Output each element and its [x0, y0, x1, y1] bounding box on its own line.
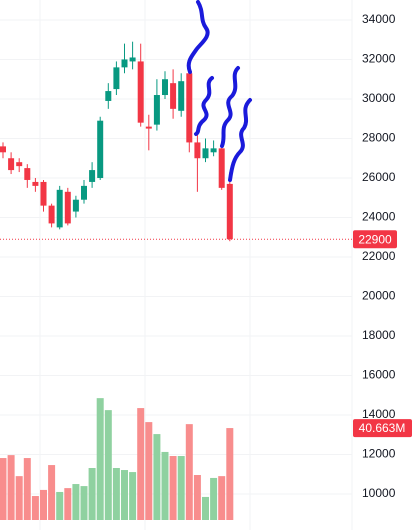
candle-body [162, 79, 168, 96]
volume-label-box [353, 419, 412, 438]
candle-body [170, 83, 177, 109]
y-tick-label: 30000 [362, 91, 396, 105]
volume-bar [121, 470, 128, 520]
volume-bar [153, 434, 161, 520]
candle-body [226, 183, 233, 240]
candle-body [113, 67, 120, 90]
y-tick-label: 32000 [362, 52, 396, 66]
scribble [194, 76, 214, 136]
y-tick-label: 26000 [362, 170, 396, 184]
time-grid [39, 0, 353, 530]
volume-bar [48, 465, 56, 520]
candle-body [202, 148, 209, 159]
volume-bar [161, 451, 169, 520]
volume-bar [129, 472, 137, 520]
candle-body [178, 81, 185, 111]
volume-bar [56, 491, 64, 520]
volume-bar [64, 488, 72, 520]
volume-bar [145, 422, 153, 520]
candle-body [56, 189, 63, 228]
scribble [228, 98, 252, 182]
candle-body [81, 185, 87, 200]
last-price-box [353, 230, 397, 249]
candle-body [8, 158, 15, 171]
scribble [220, 66, 240, 148]
y-tick-label: 12000 [362, 447, 396, 461]
scribbles [186, 0, 252, 182]
candle-body [210, 148, 217, 153]
y-tick-label: 14000 [362, 407, 396, 421]
y-tick-label: 20000 [362, 289, 396, 303]
volume-bar [185, 424, 193, 520]
candle-body [153, 95, 160, 125]
candle-body [48, 205, 55, 224]
candle-body [97, 120, 104, 178]
volume-bar [31, 496, 39, 520]
candle-body [186, 73, 193, 143]
volume-bar [0, 458, 7, 520]
volume-bar [15, 476, 23, 520]
y-tick-label: 28000 [362, 131, 396, 145]
volume-bar [193, 475, 201, 520]
candle-body [105, 91, 112, 101]
volume-bar [226, 428, 234, 520]
volume-bar [72, 484, 80, 520]
y-tick-label: 24000 [362, 210, 396, 224]
candle-body [137, 61, 144, 123]
y-tick-label: 18000 [362, 328, 396, 342]
y-tick-label: 34000 [362, 12, 396, 26]
last-price-label: 22900 [358, 232, 392, 246]
volume-bar [7, 455, 15, 520]
y-tick-label: 22000 [362, 249, 396, 263]
candle-body [218, 148, 225, 188]
candle-body [24, 168, 31, 180]
candle-body [0, 146, 6, 153]
candle-body [40, 181, 47, 206]
scribble [186, 0, 210, 74]
volume-bar [169, 456, 177, 520]
candle-body [121, 59, 128, 68]
volume-label: 40.663M [359, 421, 406, 435]
volume-bar [88, 468, 96, 520]
candle-body [129, 57, 136, 62]
candle-body [16, 162, 23, 167]
candle-body [64, 191, 71, 224]
y-tick-label: 10000 [362, 486, 396, 500]
volume-bar [112, 468, 120, 520]
volume-bar [177, 456, 185, 520]
candle-body [72, 199, 79, 212]
volume-bar [40, 489, 47, 520]
volume-bar [80, 486, 88, 520]
candle-body [194, 142, 201, 159]
plot: 10000 12000 14000 16000 18000 20000 22000 24000… [0, 12, 412, 520]
volume-bar [137, 408, 145, 520]
y-tick-label: 16000 [362, 368, 396, 382]
candle-body [145, 126, 152, 129]
volume-bar [218, 476, 226, 520]
volume-bar [23, 458, 31, 520]
volume-bar [96, 398, 104, 520]
volume-bar [104, 410, 112, 520]
volume-bar [202, 496, 209, 520]
volume-bar [210, 477, 218, 520]
candle-body [32, 181, 39, 186]
candle-body [89, 170, 96, 182]
